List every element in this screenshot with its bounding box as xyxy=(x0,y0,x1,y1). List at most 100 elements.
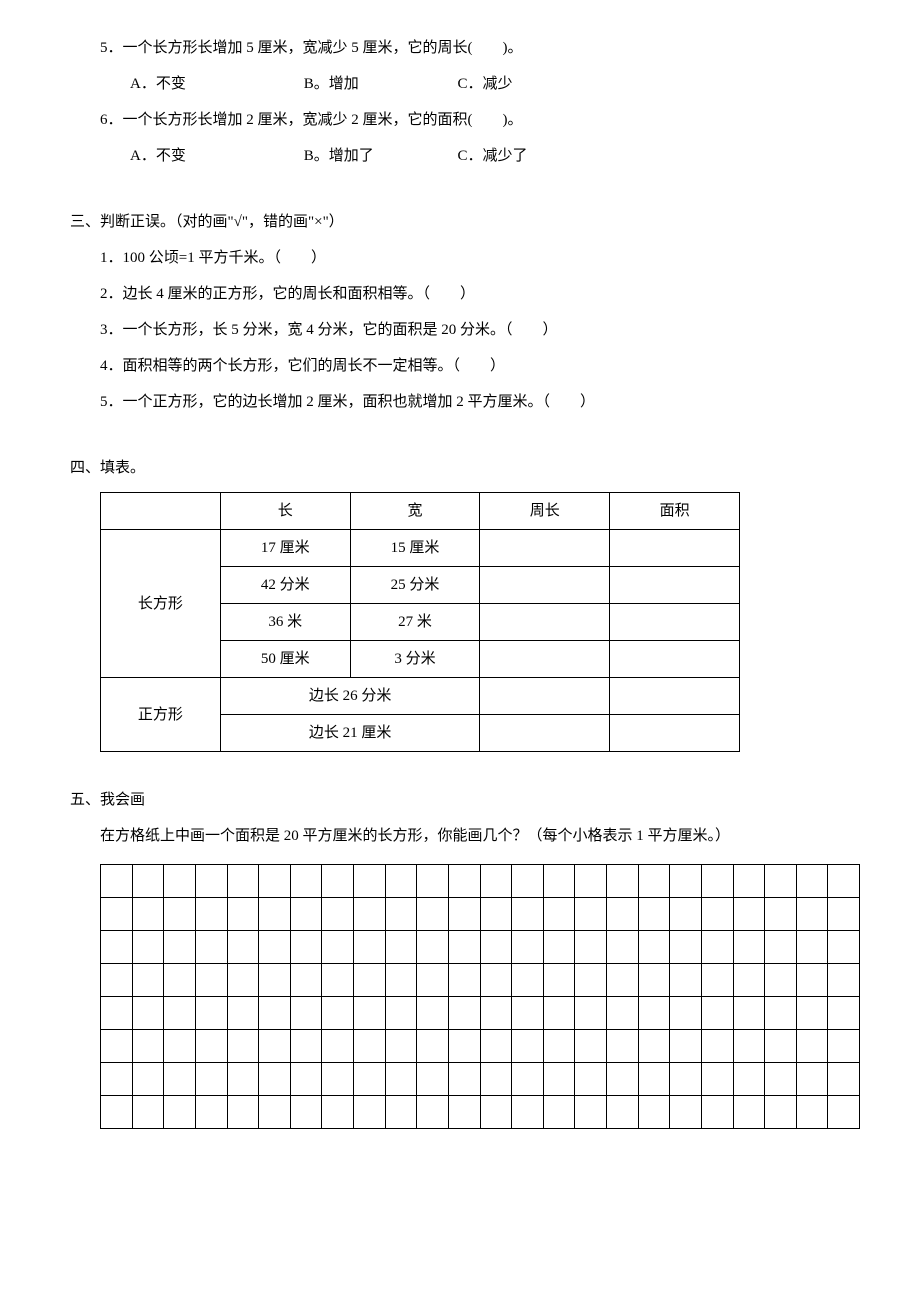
grid-cell xyxy=(607,931,639,964)
rect-label: 长方形 xyxy=(101,530,221,678)
section4-header: 四、填表。 xyxy=(60,450,860,486)
grid-cell xyxy=(164,1063,196,1096)
grid-cell xyxy=(227,898,259,931)
grid-cell xyxy=(765,931,797,964)
sec3-item-3: 3．一个长方形，长 5 分米，宽 4 分米，它的面积是 20 分米。（ ） xyxy=(60,312,860,348)
grid-cell xyxy=(733,1096,765,1129)
grid-cell xyxy=(701,931,733,964)
grid-cell xyxy=(480,865,512,898)
sec3-item-4: 4．面积相等的两个长方形，它们的周长不一定相等。（ ） xyxy=(60,348,860,384)
grid-cell xyxy=(765,1063,797,1096)
grid-cell xyxy=(322,931,354,964)
grid-cell xyxy=(638,1030,670,1063)
grid-cell xyxy=(354,997,386,1030)
grid-cell xyxy=(543,1096,575,1129)
grid-cell xyxy=(828,1063,860,1096)
table-cell: 边长 21 厘米 xyxy=(220,715,480,752)
grid-cell xyxy=(164,865,196,898)
grid-cell xyxy=(670,1096,702,1129)
grid-cell xyxy=(765,898,797,931)
grid-cell xyxy=(132,898,164,931)
grid-cell xyxy=(101,1063,133,1096)
grid-cell xyxy=(575,1030,607,1063)
table-cell xyxy=(480,678,610,715)
grid-cell xyxy=(101,898,133,931)
grid-cell xyxy=(259,964,291,997)
grid-cell xyxy=(290,997,322,1030)
grid-row xyxy=(101,865,860,898)
table-cell xyxy=(480,567,610,604)
grid-cell xyxy=(733,1063,765,1096)
section4-table: 长 宽 周长 面积 长方形 17 厘米 15 厘米 42 分米 25 分米 36… xyxy=(100,492,740,752)
grid-cell xyxy=(101,964,133,997)
grid-cell xyxy=(480,1030,512,1063)
grid-cell xyxy=(101,1096,133,1129)
grid-cell xyxy=(385,964,417,997)
grid-cell xyxy=(543,964,575,997)
grid-cell xyxy=(607,1096,639,1129)
grid-cell xyxy=(543,898,575,931)
grid-cell xyxy=(417,931,449,964)
grid-cell xyxy=(480,1063,512,1096)
grid-cell xyxy=(132,964,164,997)
q6-opt-a: A．不变 xyxy=(130,138,300,174)
grid-cell xyxy=(828,1030,860,1063)
grid-cell xyxy=(417,1030,449,1063)
grid-cell xyxy=(195,865,227,898)
table-cell xyxy=(610,604,740,641)
grid-cell xyxy=(448,997,480,1030)
grid-cell xyxy=(543,997,575,1030)
grid-cell xyxy=(132,931,164,964)
grid-row xyxy=(101,898,860,931)
grid-cell xyxy=(670,898,702,931)
table-cell: 边长 26 分米 xyxy=(220,678,480,715)
grid-cell xyxy=(480,1096,512,1129)
grid-cell xyxy=(354,931,386,964)
grid-cell xyxy=(322,997,354,1030)
table-cell: 17 厘米 xyxy=(220,530,350,567)
grid-cell xyxy=(796,997,828,1030)
grid-cell xyxy=(828,964,860,997)
grid-cell xyxy=(701,1030,733,1063)
grid-cell xyxy=(543,1030,575,1063)
grid-cell xyxy=(701,1096,733,1129)
grid-cell xyxy=(701,997,733,1030)
grid-cell xyxy=(607,1030,639,1063)
grid-cell xyxy=(607,1063,639,1096)
grid-cell xyxy=(227,997,259,1030)
grid-cell xyxy=(290,865,322,898)
section5-grid xyxy=(100,864,860,1129)
q5-opt-a: A．不变 xyxy=(130,66,300,102)
grid-cell xyxy=(322,898,354,931)
grid-cell xyxy=(290,931,322,964)
grid-cell xyxy=(322,1096,354,1129)
grid-cell xyxy=(227,964,259,997)
grid-cell xyxy=(796,865,828,898)
header-length: 长 xyxy=(220,493,350,530)
grid-cell xyxy=(607,865,639,898)
grid-cell xyxy=(101,931,133,964)
grid-cell xyxy=(417,1096,449,1129)
table-cell xyxy=(480,530,610,567)
header-blank xyxy=(101,493,221,530)
grid-cell xyxy=(701,964,733,997)
grid-cell xyxy=(733,865,765,898)
grid-cell xyxy=(195,898,227,931)
grid-cell xyxy=(448,898,480,931)
table-cell: 36 米 xyxy=(220,604,350,641)
grid-cell xyxy=(417,865,449,898)
grid-cell xyxy=(733,964,765,997)
grid-cell xyxy=(512,1030,544,1063)
grid-cell xyxy=(543,865,575,898)
grid-cell xyxy=(132,1063,164,1096)
table-row: 正方形 边长 26 分米 xyxy=(101,678,740,715)
q6-opt-b: B。增加了 xyxy=(304,138,454,174)
grid-cell xyxy=(796,1030,828,1063)
grid-cell xyxy=(575,997,607,1030)
q6-text: 6．一个长方形长增加 2 厘米，宽减少 2 厘米，它的面积( )。 xyxy=(60,102,860,138)
grid-cell xyxy=(480,964,512,997)
grid-cell xyxy=(322,865,354,898)
grid-cell xyxy=(195,931,227,964)
grid-cell xyxy=(354,1030,386,1063)
grid-cell xyxy=(638,865,670,898)
